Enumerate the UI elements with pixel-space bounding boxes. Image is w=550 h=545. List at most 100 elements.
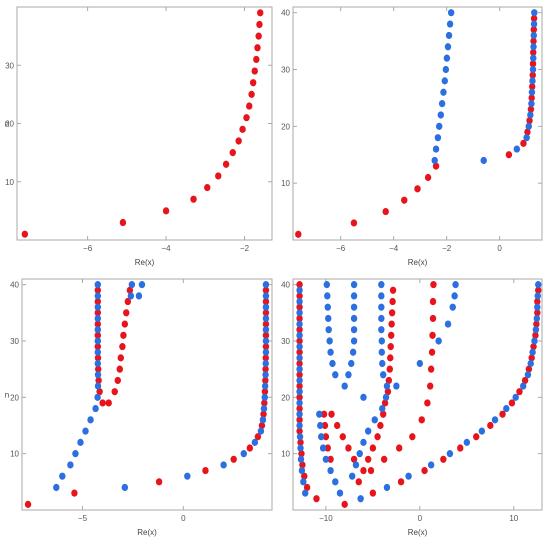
data-point-blue [360,438,367,446]
data-point-blue [259,416,267,424]
data-point-red [123,309,130,317]
data-point-blue [349,348,357,356]
data-point-blue [532,326,540,334]
data-point-blue [260,404,268,413]
data-point-blue [72,450,79,458]
data-point-blue [436,122,443,130]
data-point-red [94,309,102,317]
data-point-red [528,354,535,362]
data-point-red [381,399,389,407]
data-point-blue [296,433,304,441]
data-point-blue [527,359,534,368]
data-point-red [256,20,263,29]
data-point-red [204,183,211,192]
data-point-red [190,195,197,203]
data-point-red [429,297,437,306]
data-point-red [297,438,304,446]
data-point-blue [296,399,303,407]
data-point-red [382,207,389,216]
data-point-red [114,376,121,385]
data-point-blue [94,393,101,401]
data-point-red [427,365,435,373]
x-tick-label: −2 [442,244,452,253]
x-tick-label: 0 [418,514,423,523]
data-point-red [360,466,367,475]
x-tick-label: 0 [497,244,502,253]
data-point-blue [443,54,451,62]
data-point-red [525,365,533,373]
data-point-red [524,128,531,136]
data-point-red [418,416,425,424]
data-point-red [94,297,102,306]
data-point-red [429,331,436,339]
data-point-blue [405,472,412,480]
data-point-blue [520,382,527,390]
data-point-red [380,455,388,463]
data-point-blue [350,292,358,300]
data-point-red [387,354,394,362]
data-point-blue [262,292,270,300]
y-tick-label: 40 [10,281,19,290]
data-point-red [535,286,542,294]
data-point-blue [127,292,135,300]
data-point-red [428,348,436,356]
data-point-blue [94,314,102,323]
data-point-red [24,500,32,508]
data-point-blue [262,303,270,311]
data-point-blue [257,427,265,435]
data-point-blue [262,371,269,379]
data-point-red [119,343,126,351]
data-point-red [260,410,267,418]
data-point-red [202,466,209,475]
data-point-red [229,149,236,157]
data-point-blue [94,281,102,289]
data-point-blue [378,281,385,289]
data-point-red [96,388,103,396]
data-point-red [296,371,303,379]
data-point-red [258,421,266,430]
data-point-red [120,331,127,339]
data-point-blue [94,359,102,368]
data-point-blue [451,292,458,300]
data-point-red [364,455,372,463]
y-tick-label: 10 [5,178,14,187]
data-point-red [529,71,536,79]
data-point-blue [345,371,352,379]
data-point-red [95,365,102,373]
data-point-blue [442,65,450,74]
panel-top-right: −6 −4 −2 0 10 20 30 40 Re(x) [281,6,543,267]
data-point-blue [529,65,537,74]
data-point-red [295,230,302,238]
y-tick-label: 20 [281,393,290,402]
x-tick-label: −10 [319,514,333,523]
data-point-blue [332,478,339,486]
data-point-blue [92,404,99,413]
data-point-red [126,286,134,294]
data-point-blue [327,466,334,475]
data-point-red [426,382,434,390]
data-point-blue [350,303,358,311]
data-point-red [508,399,516,407]
data-point-red [262,320,270,328]
data-point-red [124,297,132,306]
data-point-red [296,303,303,311]
data-point-blue [262,326,270,334]
data-point-red [296,427,303,435]
data-point-red [387,343,394,351]
data-point-red [339,433,346,441]
data-point-blue [94,348,102,356]
data-point-red [303,483,311,492]
data-point-blue [262,348,270,356]
y-axis-label: n [5,391,9,400]
data-point-blue [527,111,534,119]
data-point-blue [324,292,331,300]
data-point-red [296,281,303,289]
data-point-blue [437,111,445,119]
data-point-blue [378,314,385,323]
data-point-blue [512,393,519,401]
plot-frame [21,278,273,511]
data-point-blue [297,444,304,452]
data-point-blue [298,466,306,475]
data-point-blue [53,483,60,492]
data-point-blue [378,292,385,300]
